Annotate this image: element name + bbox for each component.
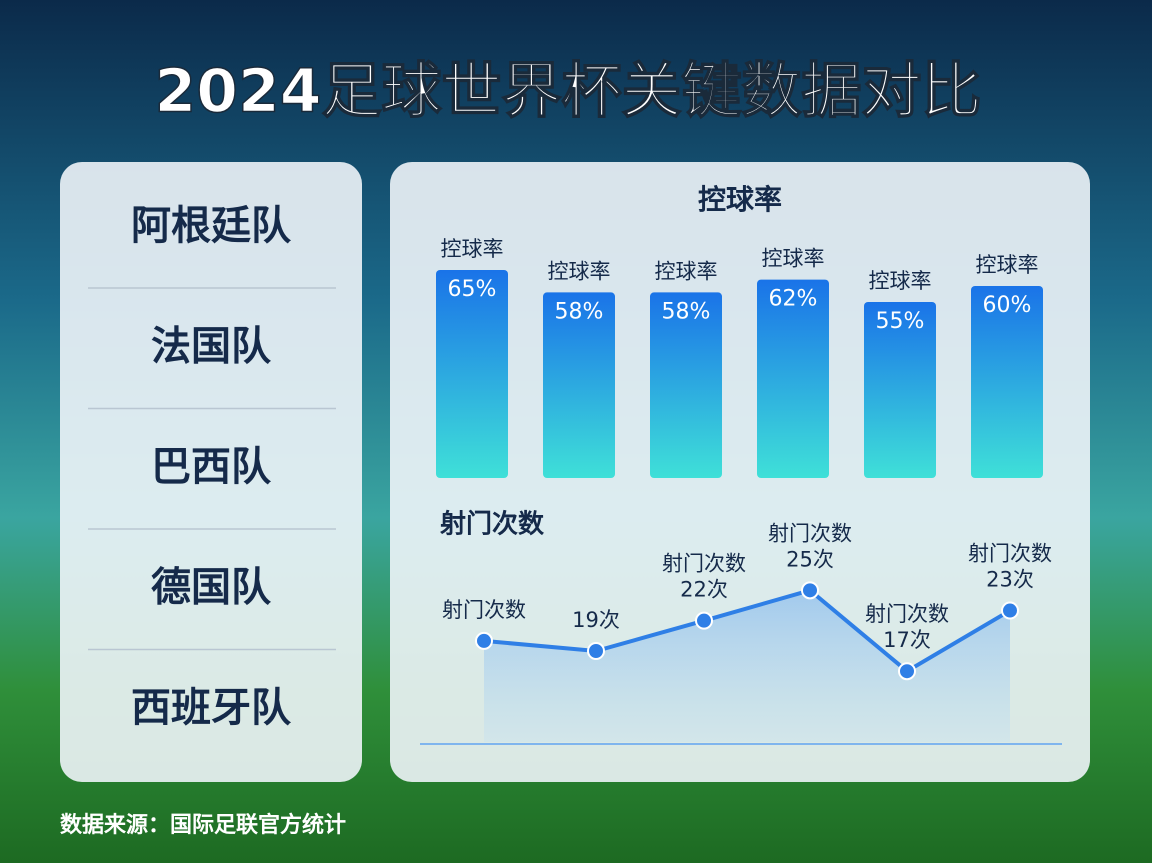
area [484, 590, 1010, 742]
point-annotation: 射门次数 [442, 598, 526, 622]
bar [864, 302, 936, 478]
line [483, 588, 1012, 674]
value-label: 58% [662, 299, 711, 324]
bar-annotation: 控球率 [762, 247, 825, 271]
bar [436, 270, 508, 478]
value-label: 25次 [786, 547, 834, 571]
bar [757, 279, 829, 478]
point-annotation: 射门次数 [968, 542, 1052, 566]
point [587, 642, 605, 660]
point-annotation: 射门次数 [662, 552, 746, 576]
bar-annotation: 控球率 [869, 269, 932, 293]
team-name: 法国队 [151, 324, 272, 370]
page-title: 2024足球世界杯关键数据对比 [155, 57, 982, 127]
team-name: 德国队 [151, 565, 272, 611]
point [475, 631, 493, 650]
point [695, 611, 713, 630]
bar [971, 286, 1043, 478]
chart-title: 控球率 [698, 183, 782, 216]
value-label: 17次 [883, 628, 931, 652]
bar-annotation: 控球率 [976, 253, 1039, 277]
point-annotation: 射门次数 [865, 602, 949, 626]
bar-annotation: 控球率 [441, 237, 504, 261]
bar [650, 292, 722, 478]
team-panel [60, 162, 362, 782]
value-label: 60% [983, 293, 1032, 318]
value-label: 23次 [986, 568, 1034, 592]
value-label: 19次 [572, 608, 620, 632]
point [801, 581, 819, 600]
source: 数据来源：国际足联官方统计 [60, 812, 346, 838]
chart-title: 射门次数 [439, 510, 545, 540]
point [1001, 601, 1019, 620]
team-name: 阿根廷队 [131, 203, 292, 249]
bar-annotation: 控球率 [548, 259, 611, 283]
bar [543, 292, 615, 478]
value-label: 58% [555, 299, 604, 324]
value-label: 55% [876, 309, 925, 334]
bar-annotation: 控球率 [655, 259, 718, 283]
team-name: 西班牙队 [131, 685, 292, 731]
value-label: 62% [769, 287, 818, 312]
value-label: 22次 [680, 578, 728, 602]
value-label: 65% [448, 277, 497, 302]
team-name: 巴西队 [151, 444, 272, 490]
point-annotation: 射门次数 [768, 521, 852, 545]
point [898, 662, 916, 681]
